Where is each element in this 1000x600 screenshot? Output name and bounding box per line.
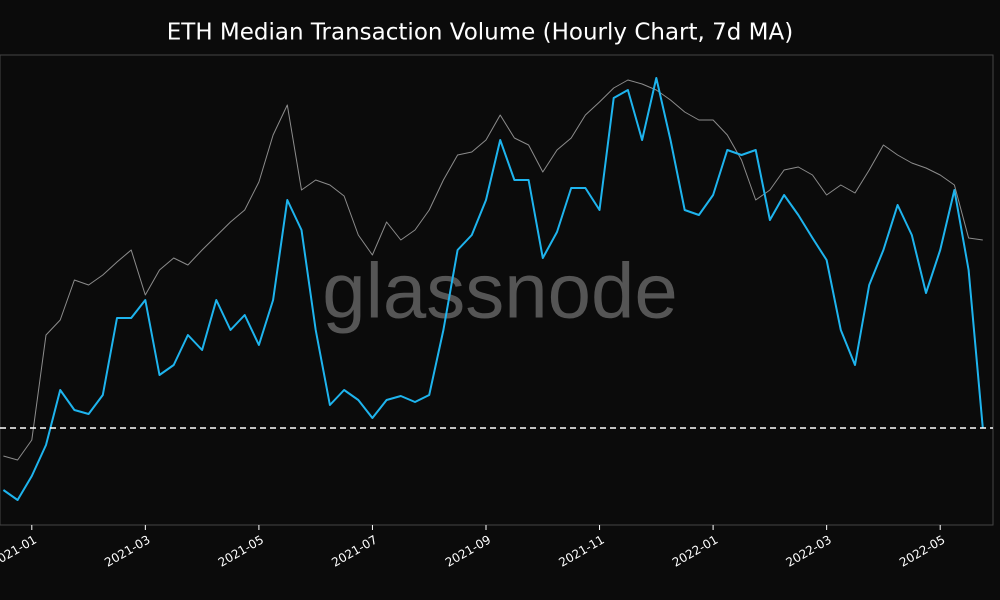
x-tick-label: 2021-01 bbox=[0, 533, 39, 570]
x-tick-label: 2021-11 bbox=[556, 533, 606, 570]
x-tick-label: 2021-07 bbox=[329, 533, 379, 570]
chart-title: ETH Median Transaction Volume (Hourly Ch… bbox=[167, 20, 794, 46]
plot-frame bbox=[0, 54, 994, 526]
x-tick-label: 2021-09 bbox=[443, 533, 493, 570]
line-series bbox=[2, 77, 984, 501]
x-tick-label: 2022-03 bbox=[783, 533, 833, 570]
x-tick-label: 2021-05 bbox=[216, 533, 266, 570]
x-tick-label: 2022-05 bbox=[897, 533, 947, 570]
x-tick-label: 2022-01 bbox=[670, 533, 720, 570]
x-tick-label: 2021-03 bbox=[102, 533, 152, 570]
line-series bbox=[3, 79, 983, 461]
watermark: glassnode bbox=[322, 247, 678, 335]
